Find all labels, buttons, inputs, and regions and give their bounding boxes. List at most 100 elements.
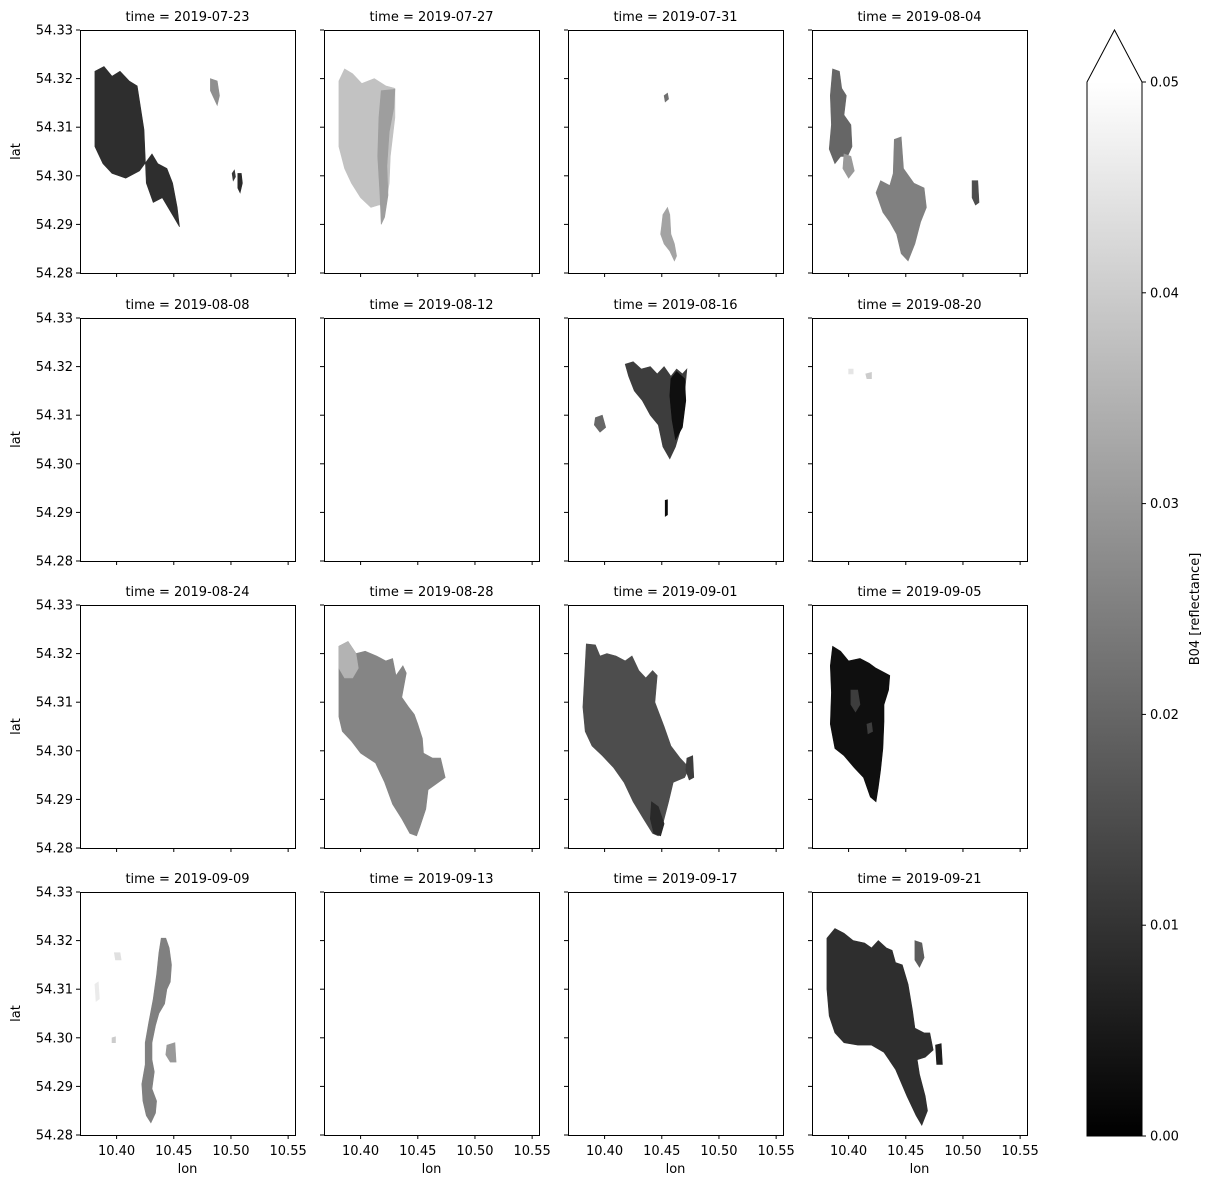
y-tick-label: 54.33 xyxy=(36,599,73,614)
panel-data xyxy=(660,92,677,262)
y-tick-label: 54.32 xyxy=(36,647,73,662)
reflectance-region xyxy=(935,1043,943,1065)
panel-title: time = 2019-07-31 xyxy=(613,10,737,25)
reflectance-region xyxy=(231,169,236,182)
reflectance-region xyxy=(866,722,873,735)
panel-frame xyxy=(324,30,540,274)
reflectance-region xyxy=(685,755,695,781)
reflectance-region xyxy=(141,937,172,1124)
panel-frame xyxy=(80,30,296,274)
panel-data xyxy=(829,645,891,803)
x-axis-label: lon xyxy=(422,1162,442,1177)
x-tick-label: 10.45 xyxy=(399,1144,436,1159)
facet-panel: time = 2019-09-09 10.40 10.45 10.50 10.55 lon… xyxy=(9,872,307,1177)
colorbar: 0.00 0.01 0.02 0.03 0.04 0.05 B04 [reflectance… xyxy=(1086,28,1203,1145)
y-axis-label: lat xyxy=(9,143,24,160)
reflectance-region xyxy=(914,940,925,968)
x-tick-label: 10.50 xyxy=(456,1144,493,1159)
reflectance-region xyxy=(826,928,934,1126)
panel-data xyxy=(848,368,872,380)
panel-data xyxy=(828,68,980,262)
y-tick-label: 54.31 xyxy=(36,121,73,136)
y-axis-label: lat xyxy=(9,718,24,735)
y-tick-label: 54.28 xyxy=(36,267,73,282)
reflectance-region xyxy=(865,372,872,380)
panel-frame xyxy=(568,30,784,274)
panel-frame xyxy=(812,30,1028,274)
reflectance-region xyxy=(663,92,669,103)
reflectance-region xyxy=(113,952,122,961)
reflectance-region xyxy=(210,78,220,107)
facet-panel: time = 2019-08-12 xyxy=(320,298,540,565)
facet-panel: time = 2019-07-23 54.28 54.29 54.30 54.31 54.… xyxy=(9,10,296,282)
x-axis-label: lon xyxy=(666,1162,686,1177)
y-axis-label: lat xyxy=(9,431,24,448)
panel-frame xyxy=(568,605,784,849)
y-tick-label: 54.32 xyxy=(36,360,73,375)
panels-layer: time = 2019-07-23 54.28 54.29 54.30 54.31 54.… xyxy=(9,10,1039,1177)
y-tick-label: 54.28 xyxy=(36,1129,73,1144)
panel-frame xyxy=(568,892,784,1136)
panel-title: time = 2019-09-17 xyxy=(613,872,737,887)
x-tick-label: 10.40 xyxy=(830,1144,867,1159)
y-tick-label: 54.30 xyxy=(36,1031,73,1046)
facet-panel: time = 2019-09-17 10.40 10.45 10.50 10.55 lon xyxy=(564,872,795,1177)
colorbar-tick-label: 0.03 xyxy=(1150,497,1179,512)
y-tick-label: 54.29 xyxy=(36,793,73,808)
reflectance-region xyxy=(111,1036,116,1043)
reflectance-region xyxy=(664,499,668,517)
reflectance-region xyxy=(338,641,359,679)
x-axis-label: lon xyxy=(178,1162,198,1177)
panel-title: time = 2019-08-12 xyxy=(369,298,493,313)
facet-panel: time = 2019-07-31 xyxy=(564,10,784,277)
y-tick-label: 54.31 xyxy=(36,696,73,711)
x-tick-label: 10.45 xyxy=(887,1144,924,1159)
facet-panel: time = 2019-08-08 54.28 54.29 54.30 54.31 54.… xyxy=(9,298,296,570)
y-tick-label: 54.29 xyxy=(36,218,73,233)
reflectance-region xyxy=(94,981,100,1002)
reflectance-region xyxy=(875,136,927,262)
panel-title: time = 2019-08-20 xyxy=(857,298,981,313)
x-tick-label: 10.40 xyxy=(586,1144,623,1159)
facet-panel: time = 2019-08-16 xyxy=(564,298,784,565)
panel-frame xyxy=(80,892,296,1136)
facet-panel: time = 2019-08-04 xyxy=(808,10,1028,277)
panel-frame xyxy=(568,318,784,562)
y-tick-label: 54.33 xyxy=(36,24,73,39)
y-tick-label: 54.31 xyxy=(36,983,73,998)
reflectance-region xyxy=(649,801,665,837)
panel-frame xyxy=(812,318,1028,562)
y-tick-label: 54.31 xyxy=(36,409,73,424)
facet-panel: time = 2019-08-24 54.28 54.29 54.30 54.31 54.… xyxy=(9,585,296,857)
panel-data xyxy=(826,928,943,1126)
y-tick-label: 54.33 xyxy=(36,312,73,327)
x-tick-label: 10.50 xyxy=(212,1144,249,1159)
panel-title: time = 2019-07-27 xyxy=(369,10,493,25)
panel-frame xyxy=(80,605,296,849)
panel-data xyxy=(338,641,446,837)
panel-frame xyxy=(324,605,540,849)
y-tick-label: 54.29 xyxy=(36,1080,73,1095)
x-tick-label: 10.55 xyxy=(1002,1144,1039,1159)
reflectance-region xyxy=(829,645,891,803)
colorbar-label: B04 [reflectance] xyxy=(1188,553,1203,666)
reflectance-region xyxy=(165,1042,177,1063)
colorbar-extend-arrow xyxy=(1086,28,1143,1137)
y-tick-label: 54.30 xyxy=(36,457,73,472)
facet-panel: time = 2019-08-28 xyxy=(320,585,540,852)
y-tick-label: 54.30 xyxy=(36,744,73,759)
panel-data xyxy=(582,643,695,837)
x-tick-label: 10.55 xyxy=(270,1144,307,1159)
reflectance-region xyxy=(669,371,687,441)
panel-data xyxy=(94,66,243,227)
panel-title: time = 2019-09-09 xyxy=(125,872,249,887)
x-tick-label: 10.45 xyxy=(155,1144,192,1159)
y-tick-label: 54.30 xyxy=(36,169,73,184)
y-tick-label: 54.32 xyxy=(36,934,73,949)
facet-panel: time = 2019-09-05 xyxy=(808,585,1028,852)
reflectance-region xyxy=(94,66,180,227)
x-tick-label: 10.55 xyxy=(514,1144,551,1159)
facet-panel: time = 2019-07-27 xyxy=(320,10,540,277)
panel-title: time = 2019-09-01 xyxy=(613,585,737,600)
